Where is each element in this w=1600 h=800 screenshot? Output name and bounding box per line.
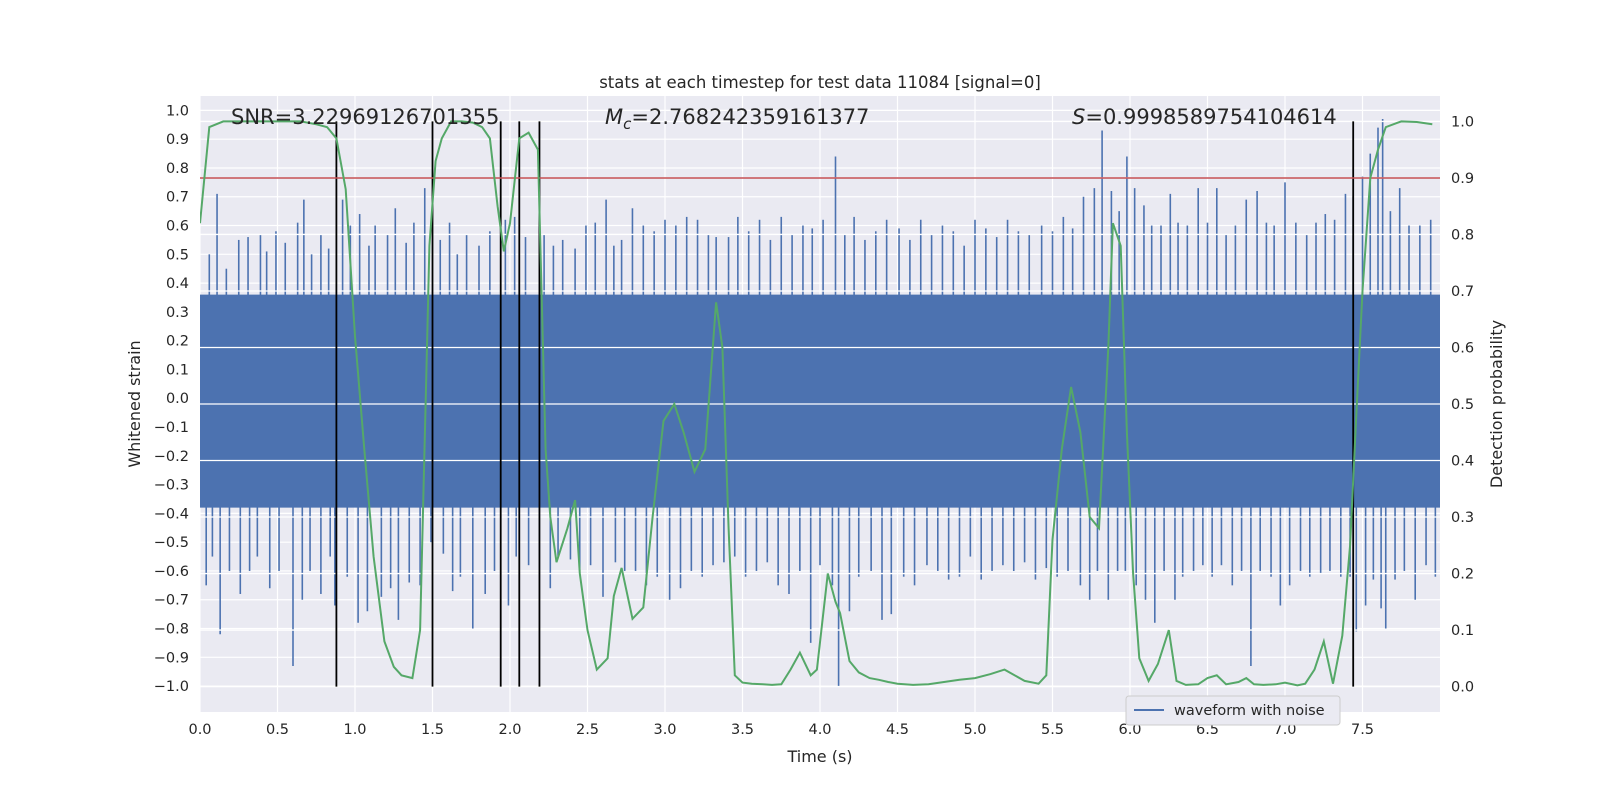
y-left-tick-label: −0.7 <box>154 593 189 609</box>
x-tick-label: 3.5 <box>731 722 754 738</box>
y-right-tick-label: 0.5 <box>1451 397 1474 413</box>
x-tick-label: 5.0 <box>963 722 986 738</box>
y-right-tick-label: 0.9 <box>1451 171 1474 187</box>
y-left-tick-label: −0.1 <box>154 420 189 436</box>
y-left-tick-label: 0.8 <box>166 161 189 177</box>
y-right-tick-label: 0.1 <box>1451 623 1474 639</box>
x-tick-label: 0.5 <box>266 722 289 738</box>
y-left-tick-label: 0.5 <box>166 247 189 263</box>
x-tick-label: 3.0 <box>653 722 676 738</box>
snr-annotation: SNR=3.22969126701355 <box>231 105 499 129</box>
y-right-tick-label: 1.0 <box>1451 114 1474 130</box>
y-right-tick-label: 0.8 <box>1451 227 1474 243</box>
y-right-tick-label: 0.4 <box>1451 454 1474 470</box>
y-left-tick-label: 0.1 <box>166 362 189 378</box>
y-left-tick-label: −0.9 <box>154 650 189 666</box>
y-right-tick-label: 0.7 <box>1451 284 1474 300</box>
y-left-tick-label: −1.0 <box>154 679 189 695</box>
chirp-mass-subscript: c <box>623 115 632 133</box>
chart-title: stats at each timestep for test data 110… <box>599 73 1041 92</box>
y-right-tick-label: 0.0 <box>1451 680 1474 696</box>
y-left-tick-label: −0.4 <box>154 506 189 522</box>
legend: waveform with noise <box>1125 695 1341 726</box>
y-left-tick-label: 1.0 <box>166 103 189 119</box>
y-left-tick-label: −0.5 <box>154 535 189 551</box>
event-lines <box>335 121 1355 687</box>
y-right-tick-label: 0.6 <box>1451 340 1474 356</box>
s-value: =0.9998589754104614 <box>1085 105 1336 129</box>
x-tick-label: 6.5 <box>1196 722 1219 738</box>
y-left-tick-label: 0.4 <box>166 276 189 292</box>
y-left-tick-label: 0.3 <box>166 305 189 321</box>
s-annotation: S=0.9998589754104614 <box>1072 105 1337 129</box>
y-left-tick-label: 0.7 <box>166 190 189 206</box>
x-tick-label: 6.0 <box>1118 722 1141 738</box>
y-right-tick-label: 0.3 <box>1451 510 1474 526</box>
y-axis-left-label: Whitened strain <box>125 340 144 467</box>
x-tick-label: 7.5 <box>1351 722 1374 738</box>
x-tick-label: 5.5 <box>1041 722 1064 738</box>
y-left-tick-label: −0.6 <box>154 564 189 580</box>
x-axis-label: Time (s) <box>786 747 852 766</box>
legend-box <box>1125 695 1341 726</box>
x-tick-label: 0.0 <box>188 722 211 738</box>
chirp-mass-annotation: Mc=2.768242359161377 <box>605 105 869 133</box>
waveform-dense-band <box>200 294 1440 508</box>
y-left-tick-label: 0.9 <box>166 132 189 148</box>
y-right-tick-label: 0.2 <box>1451 567 1474 583</box>
y-left-tick-label: 0.0 <box>166 391 189 407</box>
y-left-tick-label: 0.2 <box>166 334 189 350</box>
x-tick-label: 4.0 <box>808 722 831 738</box>
x-tick-label: 7.0 <box>1273 722 1296 738</box>
x-tick-label: 1.5 <box>421 722 444 738</box>
y-left-tick-label: −0.3 <box>154 478 189 494</box>
x-tick-label: 2.5 <box>576 722 599 738</box>
y-axis-right-ticks: 1.0 0.9 0.8 0.7 0.6 0.5 0.4 0.3 0.2 0.1 0.0 <box>1451 114 1474 695</box>
y-axis-right-label: Detection probability <box>1487 320 1506 488</box>
x-tick-label: 1.0 <box>343 722 366 738</box>
detection-probability-line <box>200 120 1433 687</box>
chirp-mass-value: =2.768242359161377 <box>631 105 869 129</box>
y-left-tick-label: −0.8 <box>154 622 189 638</box>
legend-label: waveform with noise <box>1174 703 1325 719</box>
y-left-tick-label: 0.6 <box>166 219 189 235</box>
y-left-tick-label: −0.2 <box>154 449 189 465</box>
x-tick-label: 2.0 <box>498 722 521 738</box>
s-symbol: S <box>1072 105 1085 129</box>
y-axis-left-ticks: 1.0 0.9 0.8 0.7 0.6 0.5 0.4 0.3 0.2 0.1 0.0 −0.1 −0.… <box>154 103 189 695</box>
x-axis-ticks: 0.0 0.5 1.0 1.5 2.0 2.5 3.0 3.5 4.0 4.5 5.0 5.5 6.0 6… <box>188 722 1374 738</box>
x-tick-label: 4.5 <box>886 722 909 738</box>
chirp-mass-symbol: M <box>605 105 623 129</box>
